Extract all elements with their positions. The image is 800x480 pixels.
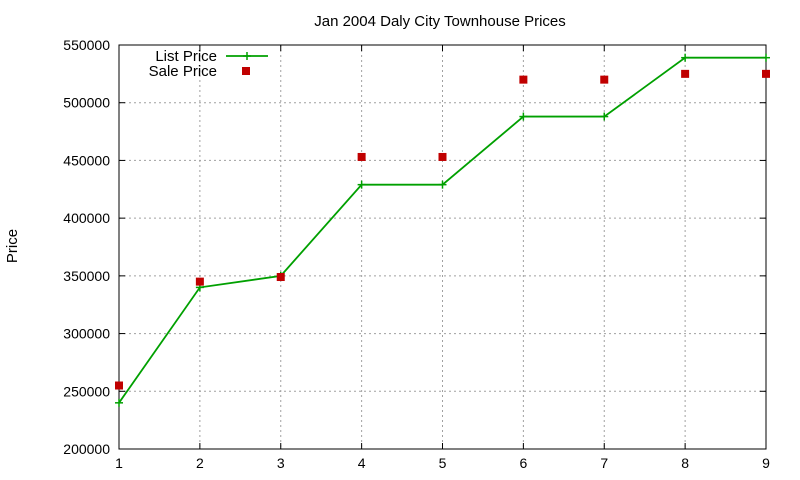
list-price-point xyxy=(115,398,123,407)
legend-plus-marker xyxy=(243,52,251,60)
legend: List Price Sale Price xyxy=(149,48,268,80)
list-price-point xyxy=(357,180,366,189)
x-tick-label: 1 xyxy=(115,455,123,471)
y-tick-label: 200000 xyxy=(63,441,110,457)
y-tick-label: 550000 xyxy=(63,37,110,53)
x-tick-label: 5 xyxy=(439,455,447,471)
legend-label-sale-price: Sale Price xyxy=(149,63,217,80)
legend-marker-list-price xyxy=(243,52,251,60)
x-tick-label: 8 xyxy=(681,455,689,471)
list-price-point xyxy=(762,53,770,62)
list-price-point xyxy=(600,112,609,121)
x-tick-label: 4 xyxy=(358,455,366,471)
list-price-point xyxy=(438,180,447,189)
x-tick-label: 2 xyxy=(196,455,204,471)
y-tick-label: 300000 xyxy=(63,326,110,342)
axis-ticks: 200000 250000 300000 350000 400000 450000 5000… xyxy=(63,37,770,471)
sale-price-point xyxy=(681,69,690,78)
y-tick-label: 450000 xyxy=(63,152,110,168)
sale-price-point xyxy=(438,152,447,161)
sale-price-point xyxy=(762,69,770,78)
list-price-point xyxy=(681,53,690,62)
legend-marker-sale-price xyxy=(242,67,250,75)
sale-price-point xyxy=(115,381,123,390)
sale-price-point xyxy=(195,277,204,286)
sale-price-point xyxy=(357,152,366,161)
y-tick-label: 400000 xyxy=(63,210,110,226)
x-tick-label: 9 xyxy=(762,455,770,471)
x-tick-label: 7 xyxy=(600,455,608,471)
sale-price-point xyxy=(600,75,609,84)
series-layer xyxy=(115,53,770,407)
sale-price-point xyxy=(519,75,528,84)
y-axis-label: Price xyxy=(4,229,21,263)
y-tick-label: 500000 xyxy=(63,95,110,111)
y-tick-label: 250000 xyxy=(63,383,110,399)
legend-square-marker xyxy=(242,67,250,75)
x-tick-label: 6 xyxy=(519,455,527,471)
grid-lines xyxy=(119,45,766,449)
chart-title: Jan 2004 Daly City Townhouse Prices xyxy=(314,13,566,30)
list-price-point xyxy=(519,112,528,121)
sale-price-point xyxy=(276,273,285,282)
y-tick-label: 350000 xyxy=(63,268,110,284)
legend-label-list-price: List Price xyxy=(155,48,217,65)
x-tick-label: 3 xyxy=(277,455,285,471)
